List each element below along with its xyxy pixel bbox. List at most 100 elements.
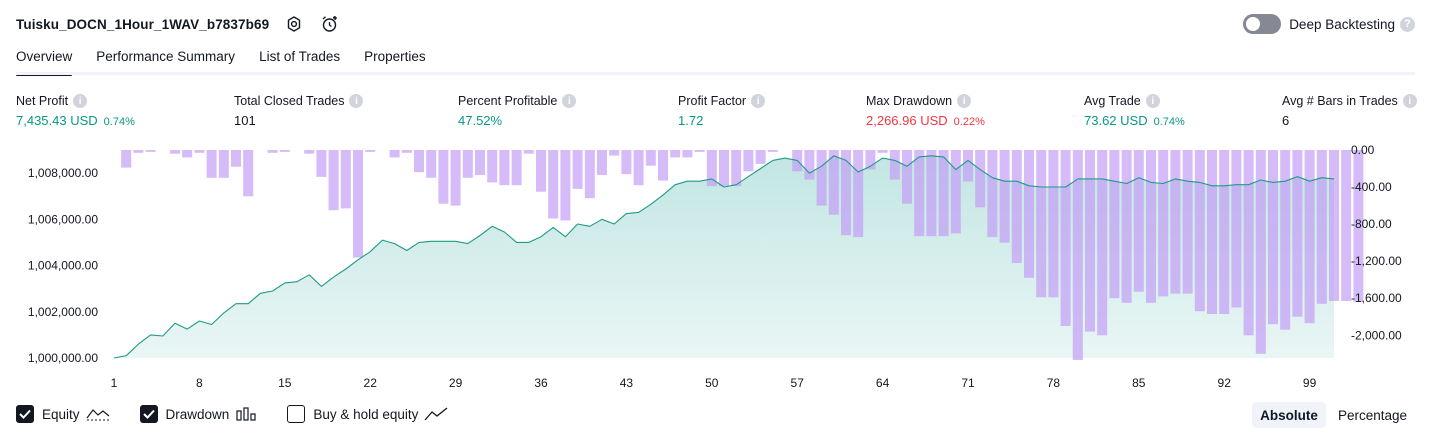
help-icon[interactable]: ?	[1400, 16, 1415, 32]
buy-hold-line-icon	[424, 406, 448, 422]
drawdown-bar	[694, 150, 705, 152]
metric-label: Percent Profitable	[458, 94, 558, 108]
drawdown-bar	[231, 150, 241, 167]
trade-number-tick-label: 8	[196, 376, 203, 390]
info-icon[interactable]: i	[1402, 94, 1417, 108]
metric-avg-trade: Avg Trade i 73.62 USD 0.74%	[1084, 93, 1185, 128]
drawdown-bar	[621, 150, 632, 175]
metric-percent: 0.74%	[1153, 116, 1185, 128]
drawdown-bar	[731, 150, 742, 187]
drawdown-bar	[767, 150, 778, 152]
trade-number-tick-label: 43	[620, 376, 634, 390]
drawdown-bar	[353, 150, 363, 258]
drawdown-tick-label: -400.00	[1351, 180, 1392, 194]
drawdown-bar	[1085, 150, 1095, 332]
drawdown-bar	[279, 150, 290, 152]
drawdown-bar	[572, 150, 583, 189]
info-icon[interactable]: i	[1145, 94, 1160, 108]
trade-number-tick-label: 57	[791, 376, 805, 390]
drawdown-bar	[902, 150, 912, 204]
drawdown-bar	[243, 150, 254, 197]
drawdown-bar	[560, 150, 571, 221]
drawdown-axis: 0.00 -400.00 -800.00 -1,200.00 -1,600.00 -2,0…	[1351, 143, 1402, 342]
drawdown-bar	[328, 150, 339, 211]
drawdown-bar	[548, 150, 559, 219]
metric-value: 101	[234, 113, 256, 128]
drawdown-tick-label: -1,600.00	[1351, 291, 1402, 305]
drawdown-bar	[1194, 150, 1205, 312]
deep-backtesting-toggle[interactable]	[1243, 14, 1282, 34]
absolute-button[interactable]: Absolute	[1252, 402, 1326, 428]
drawdown-bar	[1158, 150, 1169, 297]
percentage-button[interactable]: Percentage	[1337, 407, 1407, 423]
drawdown-bar	[426, 150, 437, 178]
drawdown-tick-label: -1,200.00	[1351, 254, 1402, 268]
metric-avg-bars-in-trades: Avg # Bars in Trades i 6	[1282, 93, 1417, 128]
trade-number-tick-label: 92	[1218, 376, 1232, 390]
equity-tick-label: 1,006,000.00	[28, 212, 98, 226]
buy-hold-checkbox[interactable]	[287, 405, 306, 423]
tab-list-of-trades[interactable]: List of Trades	[259, 49, 341, 64]
metric-value: 2,266.96 USD	[866, 113, 948, 128]
legend-drawdown[interactable]: Drawdown	[139, 405, 258, 423]
drawdown-bar	[914, 150, 925, 237]
drawdown-bar	[645, 150, 656, 166]
drawdown-bar	[316, 150, 327, 177]
equity-line-icon	[86, 406, 110, 422]
drawdown-bar	[1146, 150, 1156, 303]
metrics-bar: Net Profit i 7,435.43 USD 0.74% Total Clos…	[16, 93, 1417, 133]
drawdown-bar	[1024, 150, 1034, 278]
drawdown-bar	[865, 150, 876, 170]
drawdown-bar	[597, 150, 607, 175]
info-icon[interactable]: i	[751, 94, 766, 108]
drawdown-bar	[1255, 150, 1266, 354]
add-alert-icon[interactable]	[319, 13, 341, 35]
metric-value: 47.52%	[458, 113, 503, 128]
view-mode-switch: Absolute Percentage	[1252, 402, 1415, 428]
metric-label: Total Closed Trades	[234, 94, 345, 108]
drawdown-bar	[1182, 150, 1193, 294]
drawdown-bar	[1329, 150, 1339, 301]
equity-checkbox[interactable]	[16, 405, 34, 423]
drawdown-bar	[1280, 150, 1291, 330]
info-icon[interactable]: i	[562, 94, 577, 108]
drawdown-bar	[511, 150, 522, 186]
trade-number-tick-label: 85	[1132, 376, 1146, 390]
drawdown-bar	[889, 150, 900, 180]
legend-label: Buy & hold equity	[313, 406, 419, 422]
drawdown-bar	[926, 150, 937, 237]
settings-icon[interactable]	[283, 13, 305, 35]
info-icon[interactable]: i	[349, 94, 364, 108]
drawdown-bar	[755, 150, 766, 164]
drawdown-bar	[536, 150, 546, 192]
chart-legend: Equity Drawdown Buy & hold equity	[16, 404, 478, 424]
equity-drawdown-chart[interactable]: 1,000,000.00 1,002,000.00 1,004,000.00 1,00…	[0, 140, 1431, 396]
legend-buy-hold-equity[interactable]: Buy & hold equity	[287, 405, 448, 423]
drawdown-bar	[1353, 150, 1364, 302]
drawdown-bar	[218, 150, 229, 178]
metric-label: Avg # Bars in Trades	[1282, 94, 1398, 108]
metric-value: 1.72	[678, 113, 704, 128]
drawdown-bar	[389, 150, 400, 158]
drawdown-bar	[1316, 150, 1327, 304]
legend-label: Drawdown	[165, 406, 230, 422]
drawdown-bar	[719, 150, 729, 187]
drawdown-bar	[1304, 150, 1315, 324]
drawdown-checkbox[interactable]	[139, 405, 158, 423]
info-icon[interactable]: i	[73, 94, 88, 108]
drawdown-bar	[1097, 150, 1108, 336]
info-icon[interactable]: i	[957, 94, 972, 108]
toggle-knob	[1246, 17, 1261, 31]
legend-equity[interactable]: Equity	[16, 405, 110, 423]
drawdown-bar	[438, 150, 449, 204]
drawdown-bar	[1268, 150, 1278, 325]
drawdown-bar	[365, 150, 376, 152]
tab-performance-summary[interactable]: Performance Summary	[96, 49, 236, 64]
drawdown-tick-label: -2,000.00	[1351, 328, 1402, 342]
tab-properties[interactable]: Properties	[364, 49, 426, 64]
drawdown-bar	[1231, 150, 1242, 308]
metric-value: 6	[1282, 113, 1290, 128]
drawdown-bar	[1133, 150, 1144, 292]
drawdown-bar	[584, 150, 595, 199]
drawdown-bar	[206, 150, 217, 178]
